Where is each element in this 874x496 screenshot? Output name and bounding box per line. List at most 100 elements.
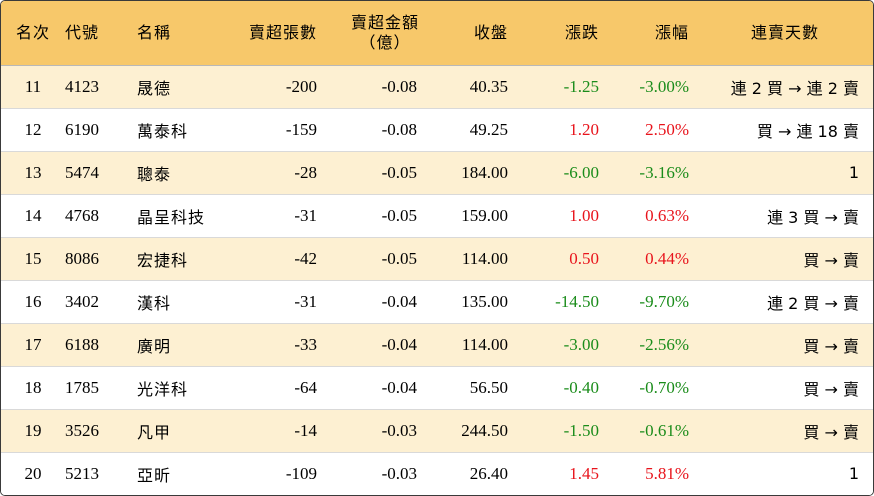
amount-cell: -0.08 [325, 107, 425, 151]
change-pct-cell: 5.81% [607, 451, 697, 495]
streak-cell: 1 [697, 451, 873, 495]
code-cell: 8086 [65, 236, 137, 280]
rank-cell: 18 [1, 365, 65, 409]
table-row[interactable]: 19 3526 凡甲 -14 -0.03 244.50 -1.50 -0.61%… [1, 408, 873, 452]
code-cell: 5474 [65, 150, 137, 194]
lots-cell: -31 [233, 193, 325, 237]
change-cell: -1.50 [516, 408, 607, 452]
col-header-name[interactable]: 名稱 [137, 22, 172, 42]
rank-cell: 17 [1, 322, 65, 366]
lots-cell: -109 [233, 451, 325, 495]
change-cell: -3.00 [516, 322, 607, 366]
name-cell[interactable]: 凡甲 [137, 408, 233, 452]
col-header-rank[interactable]: 名次 [15, 22, 50, 42]
rank-cell: 14 [1, 193, 65, 237]
lots-cell: -42 [233, 236, 325, 280]
streak-cell: 買 → 賣 [697, 236, 873, 280]
table-row[interactable]: 12 6190 萬泰科 -159 -0.08 49.25 1.20 2.50% … [1, 107, 873, 151]
header-row: 名次 代號 名稱 賣超張數 賣超金額 （億） 收盤 漲跌 漲幅 連賣天數 [1, 1, 873, 65]
change-pct-cell: -3.00% [607, 64, 697, 108]
table-row[interactable]: 15 8086 宏捷科 -42 -0.05 114.00 0.50 0.44% … [1, 236, 873, 280]
close-cell: 49.25 [425, 107, 516, 151]
change-pct-cell: 0.44% [607, 236, 697, 280]
lots-cell: -28 [233, 150, 325, 194]
change-pct-cell: -9.70% [607, 279, 697, 323]
change-cell: 1.45 [516, 451, 607, 495]
name-cell[interactable]: 漢科 [137, 279, 233, 323]
lots-cell: -14 [233, 408, 325, 452]
col-header-net-sell-amount[interactable]: 賣超金額 （億） [325, 1, 425, 65]
rank-cell: 12 [1, 107, 65, 151]
name-cell[interactable]: 晟德 [137, 64, 233, 108]
amount-cell: -0.04 [325, 365, 425, 409]
name-cell[interactable]: 廣明 [137, 322, 233, 366]
change-cell: 1.20 [516, 107, 607, 151]
lots-cell: -33 [233, 322, 325, 366]
code-cell: 3526 [65, 408, 137, 452]
col-header-code[interactable]: 代號 [65, 22, 100, 42]
code-cell: 3402 [65, 279, 137, 323]
amount-cell: -0.03 [325, 451, 425, 495]
name-cell[interactable]: 光洋科 [137, 365, 233, 409]
close-cell: 135.00 [425, 279, 516, 323]
change-pct-cell: 0.63% [607, 193, 697, 237]
change-pct-cell: -0.61% [607, 408, 697, 452]
table-row[interactable]: 13 5474 聰泰 -28 -0.05 184.00 -6.00 -3.16%… [1, 150, 873, 194]
rank-cell: 19 [1, 408, 65, 452]
code-cell: 6188 [65, 322, 137, 366]
rank-cell: 11 [1, 64, 65, 108]
table-body: 11 4123 晟德 -200 -0.08 40.35 -1.25 -3.00%… [1, 64, 873, 495]
change-pct-cell: -3.16% [607, 150, 697, 194]
col-header-net-sell-lots[interactable]: 賣超張數 [248, 22, 317, 42]
table-row[interactable]: 16 3402 漢科 -31 -0.04 135.00 -14.50 -9.70… [1, 279, 873, 323]
name-cell[interactable]: 亞昕 [137, 451, 233, 495]
amount-cell: -0.05 [325, 193, 425, 237]
close-cell: 26.40 [425, 451, 516, 495]
table-row[interactable]: 18 1785 光洋科 -64 -0.04 56.50 -0.40 -0.70%… [1, 365, 873, 409]
table-row[interactable]: 11 4123 晟德 -200 -0.08 40.35 -1.25 -3.00%… [1, 64, 873, 108]
change-cell: -14.50 [516, 279, 607, 323]
close-cell: 244.50 [425, 408, 516, 452]
table-row[interactable]: 14 4768 晶呈科技 -31 -0.05 159.00 1.00 0.63%… [1, 193, 873, 237]
col-header-streak[interactable]: 連賣天數 [750, 22, 819, 42]
change-pct-cell: -2.56% [607, 322, 697, 366]
close-cell: 56.50 [425, 365, 516, 409]
streak-cell: 買 → 賣 [697, 322, 873, 366]
col-header-change-pct[interactable]: 漲幅 [654, 22, 689, 42]
amount-cell: -0.05 [325, 150, 425, 194]
amount-cell: -0.03 [325, 408, 425, 452]
rank-cell: 13 [1, 150, 65, 194]
name-cell[interactable]: 晶呈科技 [137, 193, 233, 237]
col-header-change[interactable]: 漲跌 [564, 22, 599, 42]
close-cell: 184.00 [425, 150, 516, 194]
code-cell: 4123 [65, 64, 137, 108]
table-row[interactable]: 17 6188 廣明 -33 -0.04 114.00 -3.00 -2.56%… [1, 322, 873, 366]
change-cell: 1.00 [516, 193, 607, 237]
name-cell[interactable]: 宏捷科 [137, 236, 233, 280]
lots-cell: -200 [233, 64, 325, 108]
streak-cell: 連 2 買 → 賣 [697, 279, 873, 323]
col-header-net-sell-amount-line2: （億） [359, 32, 411, 52]
name-cell[interactable]: 萬泰科 [137, 107, 233, 151]
streak-cell: 買 → 賣 [697, 408, 873, 452]
name-cell[interactable]: 聰泰 [137, 150, 233, 194]
amount-cell: -0.08 [325, 64, 425, 108]
rank-cell: 15 [1, 236, 65, 280]
col-header-close[interactable]: 收盤 [473, 22, 508, 42]
code-cell: 1785 [65, 365, 137, 409]
close-cell: 40.35 [425, 64, 516, 108]
table-row[interactable]: 20 5213 亞昕 -109 -0.03 26.40 1.45 5.81% 1 [1, 451, 873, 495]
streak-cell: 連 3 買 → 賣 [697, 193, 873, 237]
lots-cell: -159 [233, 107, 325, 151]
streak-cell: 連 2 買 → 連 2 賣 [697, 64, 873, 108]
change-pct-cell: -0.70% [607, 365, 697, 409]
code-cell: 5213 [65, 451, 137, 495]
lots-cell: -31 [233, 279, 325, 323]
close-cell: 114.00 [425, 236, 516, 280]
close-cell: 114.00 [425, 322, 516, 366]
streak-cell: 1 [697, 150, 873, 194]
rank-cell: 20 [1, 451, 65, 495]
code-cell: 4768 [65, 193, 137, 237]
rank-cell: 16 [1, 279, 65, 323]
